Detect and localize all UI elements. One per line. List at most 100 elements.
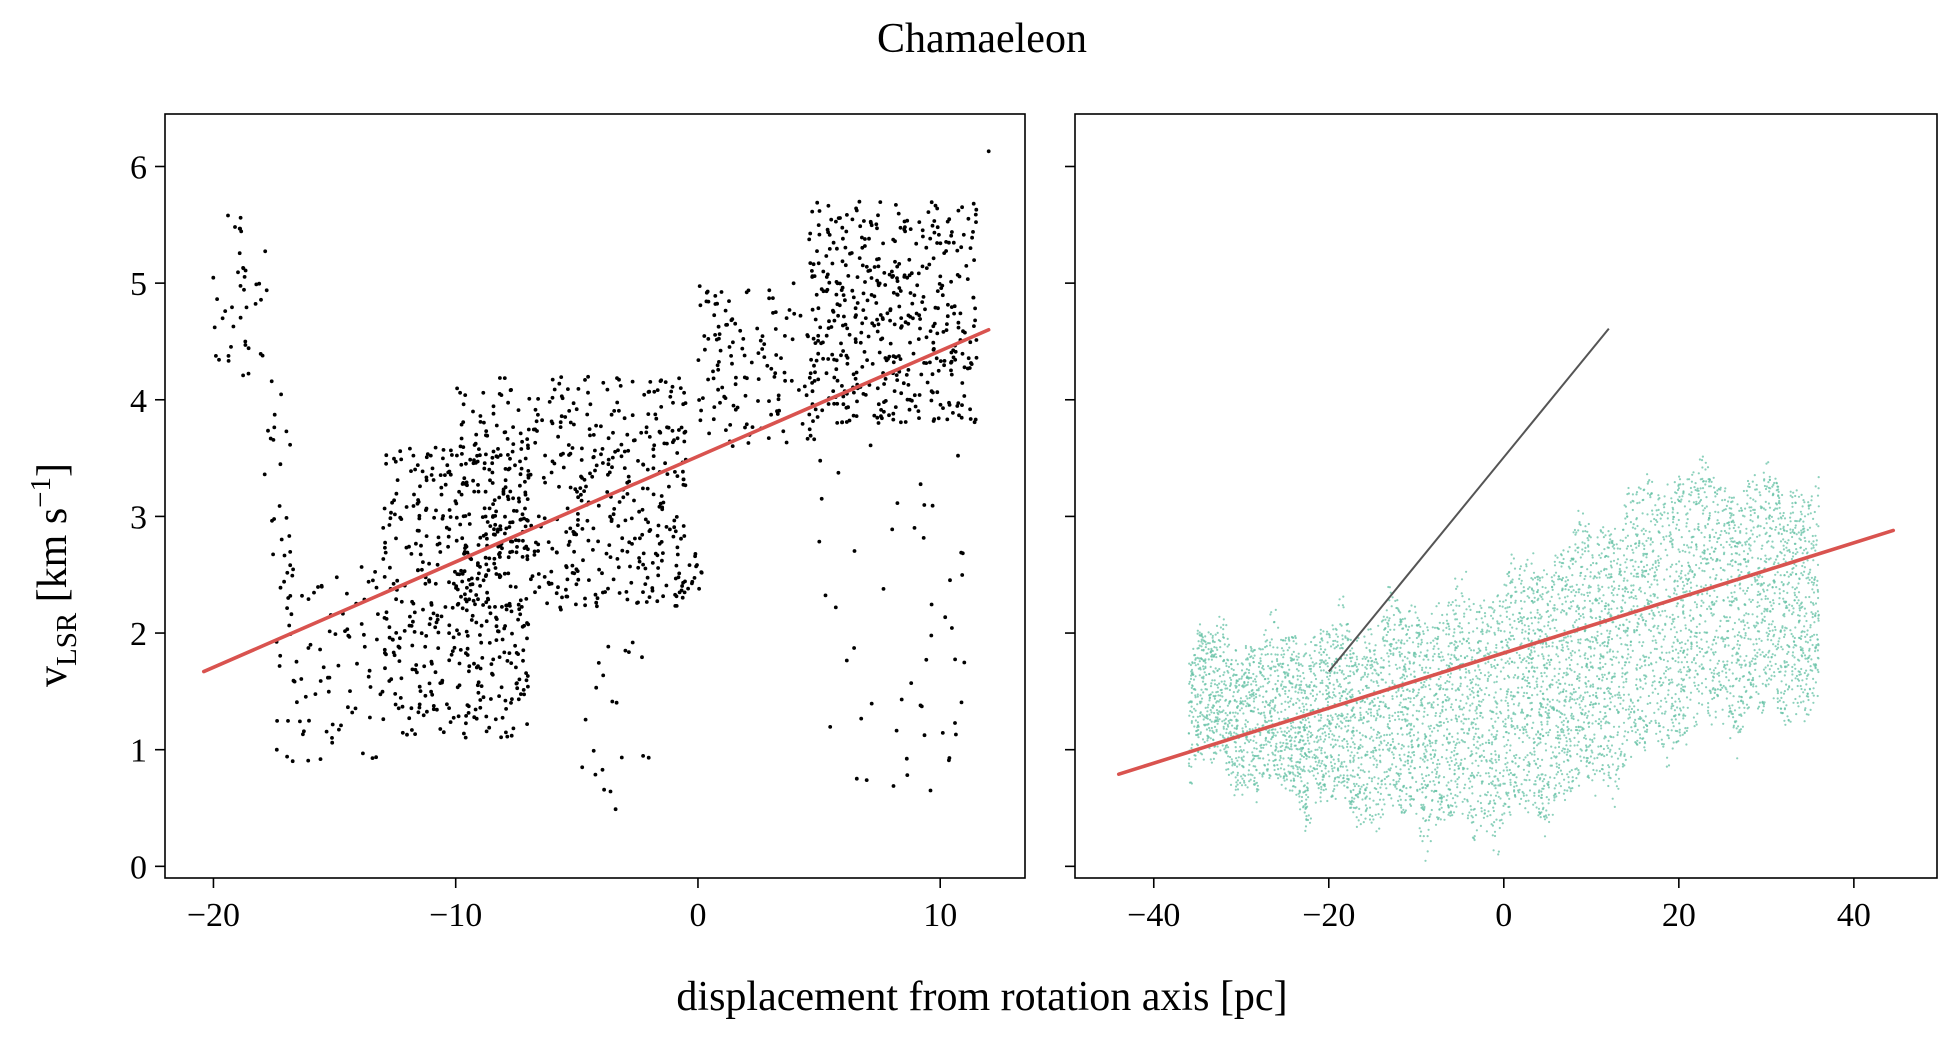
- data-point: [1261, 664, 1265, 668]
- data-point: [264, 288, 269, 293]
- data-point: [1399, 701, 1402, 704]
- data-point: [1338, 725, 1341, 728]
- data-point: [447, 527, 452, 532]
- data-point: [1353, 746, 1356, 749]
- data-point: [1453, 655, 1456, 659]
- data-point: [1227, 665, 1231, 669]
- data-point: [1398, 789, 1402, 792]
- data-point: [1412, 798, 1415, 801]
- data-point: [1454, 649, 1457, 652]
- data-point: [1440, 651, 1443, 654]
- data-point: [718, 400, 722, 405]
- data-point: [1489, 651, 1492, 654]
- data-point: [1409, 795, 1412, 798]
- data-point: [1399, 759, 1403, 762]
- data-point: [617, 377, 621, 382]
- data-point: [446, 544, 450, 549]
- data-point: [1276, 731, 1279, 734]
- data-point: [572, 422, 576, 427]
- data-point: [1368, 818, 1372, 821]
- data-point: [961, 232, 966, 237]
- data-point: [953, 349, 958, 354]
- data-point: [1280, 702, 1283, 706]
- data-point: [1290, 743, 1293, 746]
- data-point: [1491, 824, 1494, 827]
- data-point: [1470, 658, 1473, 661]
- data-point: [457, 632, 461, 636]
- data-point: [1216, 718, 1219, 721]
- data-point: [576, 495, 580, 500]
- data-point: [922, 733, 927, 738]
- data-point: [509, 539, 513, 544]
- data-point: [1350, 806, 1353, 809]
- data-point: [594, 423, 598, 428]
- data-point: [1290, 748, 1293, 751]
- data-point: [595, 604, 599, 609]
- data-point: [463, 551, 467, 555]
- data-point: [1388, 599, 1391, 602]
- data-point: [1337, 717, 1340, 720]
- data-point: [1263, 714, 1266, 717]
- data-point: [1297, 652, 1300, 655]
- data-point: [971, 295, 976, 300]
- data-point: [1236, 663, 1239, 666]
- left-axes-frame: [164, 113, 1026, 879]
- data-point: [1357, 745, 1360, 749]
- data-point: [734, 375, 738, 380]
- data-point: [1493, 609, 1496, 612]
- data-point: [1364, 666, 1367, 669]
- data-point: [1279, 775, 1282, 778]
- data-point: [450, 649, 455, 653]
- data-point: [876, 264, 881, 269]
- data-point: [1346, 745, 1349, 749]
- data-point: [593, 772, 598, 777]
- data-point: [1319, 628, 1322, 631]
- data-point: [242, 287, 246, 292]
- data-point: [465, 585, 469, 590]
- data-point: [1375, 830, 1378, 833]
- data-point: [498, 453, 503, 457]
- data-point: [478, 698, 483, 702]
- data-point: [1451, 687, 1454, 690]
- data-point: [454, 538, 459, 543]
- data-point: [564, 594, 569, 599]
- data-point: [936, 416, 941, 421]
- data-point: [1274, 728, 1277, 731]
- data-point: [1394, 599, 1397, 603]
- data-point: [882, 382, 886, 386]
- data-point: [1499, 614, 1502, 617]
- data-point: [1367, 660, 1370, 663]
- data-point: [746, 441, 751, 445]
- data-point: [1499, 710, 1502, 713]
- data-point: [321, 665, 326, 670]
- data-point: [1295, 701, 1298, 705]
- data-point: [755, 326, 760, 331]
- data-point: [818, 458, 823, 463]
- data-point: [867, 236, 871, 241]
- data-point: [1445, 784, 1448, 787]
- data-point: [625, 492, 630, 496]
- data-point: [1210, 682, 1213, 685]
- data-point: [647, 389, 652, 394]
- data-point: [1288, 668, 1291, 671]
- data-point: [1439, 684, 1442, 687]
- y-tick-label: 2: [130, 616, 147, 653]
- data-point: [520, 439, 524, 444]
- data-point: [1411, 714, 1414, 717]
- data-point: [656, 523, 661, 528]
- data-point: [424, 455, 429, 460]
- data-point: [1499, 797, 1502, 800]
- data-point: [1280, 647, 1284, 650]
- data-point: [1402, 745, 1405, 748]
- data-point: [1390, 732, 1394, 735]
- data-point: [390, 637, 395, 642]
- data-point: [952, 304, 957, 309]
- data-point: [641, 486, 645, 491]
- data-point: [262, 472, 267, 477]
- data-point: [1319, 735, 1322, 738]
- data-point: [1262, 743, 1266, 747]
- data-point: [1343, 760, 1346, 763]
- data-point: [533, 440, 538, 445]
- data-point: [824, 333, 829, 338]
- data-point: [435, 613, 440, 618]
